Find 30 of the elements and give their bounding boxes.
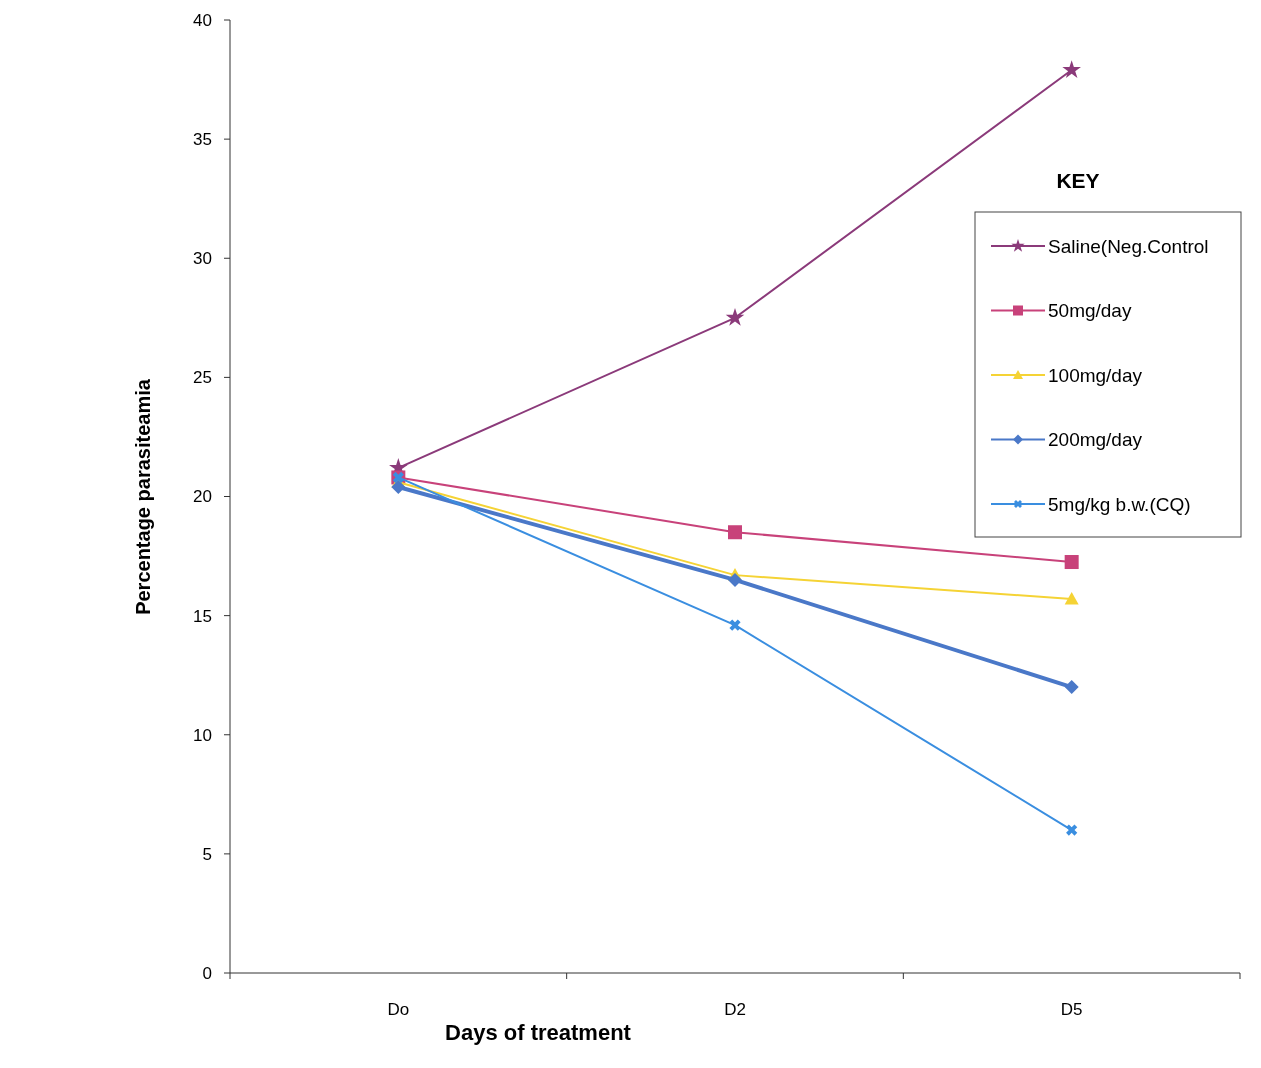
point (729, 619, 741, 631)
y-tick-label: 25 (193, 368, 212, 388)
y-tick-label: 10 (193, 725, 212, 745)
point (1064, 680, 1079, 695)
y-tick-label: 20 (193, 487, 212, 507)
x-axis-title: Days of treatment (445, 1020, 632, 1045)
y-tick-label: 35 (193, 130, 212, 150)
legend-title: KEY (1056, 169, 1100, 192)
legend-label: 100mg/day (1048, 364, 1143, 386)
point (1064, 555, 1079, 570)
legend-label: 50mg/day (1048, 300, 1132, 322)
x-tick-label: Do (387, 1000, 410, 1019)
point (1064, 591, 1079, 605)
y-tick-label: 40 (193, 10, 212, 30)
x-tick-label: D2 (724, 1000, 746, 1019)
legend-label: Saline(Neg.Control (1048, 235, 1209, 257)
point (725, 308, 745, 326)
y-tick-label: 15 (193, 606, 212, 626)
y-axis-title: Percentage parasiteamia (132, 378, 154, 615)
y-tick-label: 30 (193, 249, 212, 269)
point (728, 572, 742, 587)
point (391, 479, 406, 494)
x-tick-label: D5 (1060, 1000, 1083, 1019)
legend-label: 200mg/day (1048, 429, 1143, 451)
point (1066, 824, 1078, 836)
point (1062, 60, 1081, 78)
y-tick-label: 5 (202, 844, 212, 864)
y-tick-label: 0 (202, 963, 212, 983)
legend-label: 5mg/kg b.w.(CQ) (1048, 493, 1191, 515)
point (728, 525, 742, 540)
